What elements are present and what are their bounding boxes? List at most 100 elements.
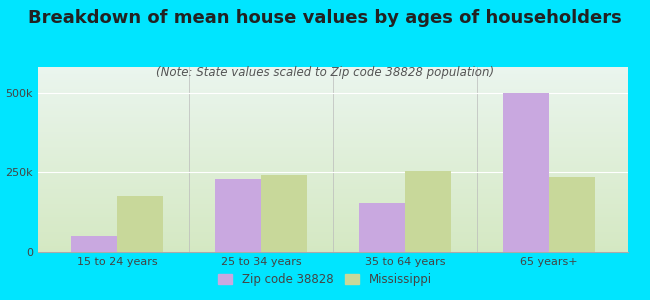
- Bar: [38, 178, 628, 180]
- Bar: [38, 171, 628, 172]
- Bar: [38, 134, 628, 135]
- Bar: [38, 204, 628, 206]
- Bar: [38, 136, 628, 137]
- Bar: [38, 137, 628, 139]
- Bar: [38, 78, 628, 80]
- Bar: [71, 236, 117, 252]
- Text: (Note: State values scaled to Zip code 38828 population): (Note: State values scaled to Zip code 3…: [156, 66, 494, 79]
- Bar: [38, 244, 628, 247]
- Bar: [38, 98, 628, 100]
- Bar: [38, 111, 628, 113]
- Bar: [38, 73, 628, 74]
- Bar: [38, 82, 628, 84]
- Bar: [38, 187, 628, 189]
- Bar: [38, 217, 628, 219]
- Bar: [38, 156, 628, 158]
- Bar: [359, 202, 405, 252]
- Bar: [38, 148, 628, 150]
- Bar: [38, 215, 628, 217]
- Bar: [38, 247, 628, 248]
- Bar: [38, 172, 628, 174]
- Bar: [38, 211, 628, 213]
- Bar: [38, 150, 628, 152]
- Bar: [38, 250, 628, 252]
- Bar: [38, 139, 628, 141]
- Bar: [38, 69, 628, 71]
- Text: Breakdown of mean house values by ages of householders: Breakdown of mean house values by ages o…: [28, 9, 622, 27]
- Bar: [38, 167, 628, 169]
- Bar: [38, 102, 628, 104]
- Bar: [38, 163, 628, 165]
- Bar: [38, 100, 628, 102]
- Bar: [38, 169, 628, 171]
- Bar: [38, 189, 628, 191]
- Bar: [38, 128, 628, 130]
- Bar: [38, 208, 628, 209]
- Bar: [38, 220, 628, 222]
- Bar: [38, 71, 628, 73]
- Bar: [38, 91, 628, 93]
- Bar: [117, 196, 163, 252]
- Bar: [38, 132, 628, 134]
- Bar: [215, 178, 261, 252]
- Bar: [38, 119, 628, 121]
- Bar: [38, 152, 628, 154]
- Bar: [38, 93, 628, 95]
- Bar: [38, 180, 628, 182]
- Bar: [38, 104, 628, 106]
- Bar: [549, 177, 595, 252]
- Bar: [38, 228, 628, 230]
- Bar: [38, 146, 628, 148]
- Bar: [38, 115, 628, 117]
- Bar: [38, 113, 628, 115]
- Bar: [38, 184, 628, 185]
- Bar: [38, 206, 628, 208]
- Bar: [38, 222, 628, 224]
- Bar: [38, 165, 628, 167]
- Bar: [38, 141, 628, 143]
- Bar: [38, 97, 628, 98]
- Bar: [38, 200, 628, 202]
- Bar: [38, 145, 628, 146]
- Bar: [503, 92, 549, 252]
- Bar: [38, 232, 628, 233]
- Bar: [38, 237, 628, 239]
- Bar: [38, 248, 628, 250]
- Bar: [38, 126, 628, 128]
- Bar: [38, 174, 628, 176]
- Bar: [38, 74, 628, 76]
- Bar: [38, 185, 628, 187]
- Bar: [38, 198, 628, 200]
- Bar: [38, 209, 628, 211]
- Bar: [38, 202, 628, 204]
- Bar: [38, 193, 628, 195]
- Bar: [38, 219, 628, 220]
- Bar: [38, 158, 628, 160]
- Bar: [38, 213, 628, 215]
- Bar: [38, 224, 628, 226]
- Bar: [38, 67, 628, 69]
- Bar: [38, 87, 628, 89]
- Bar: [38, 130, 628, 132]
- Bar: [38, 106, 628, 108]
- Bar: [38, 161, 628, 163]
- Bar: [38, 195, 628, 197]
- Bar: [38, 233, 628, 235]
- Bar: [405, 171, 451, 252]
- Bar: [38, 239, 628, 241]
- Bar: [38, 176, 628, 178]
- Bar: [38, 191, 628, 193]
- Bar: [38, 117, 628, 119]
- Bar: [38, 121, 628, 122]
- Bar: [38, 243, 628, 244]
- Bar: [38, 143, 628, 145]
- Bar: [261, 176, 307, 252]
- Legend: Zip code 38828, Mississippi: Zip code 38828, Mississippi: [213, 269, 437, 291]
- Bar: [38, 76, 628, 78]
- Bar: [38, 122, 628, 124]
- Bar: [38, 235, 628, 237]
- Bar: [38, 230, 628, 232]
- Bar: [38, 154, 628, 156]
- Bar: [38, 160, 628, 161]
- Bar: [38, 110, 628, 111]
